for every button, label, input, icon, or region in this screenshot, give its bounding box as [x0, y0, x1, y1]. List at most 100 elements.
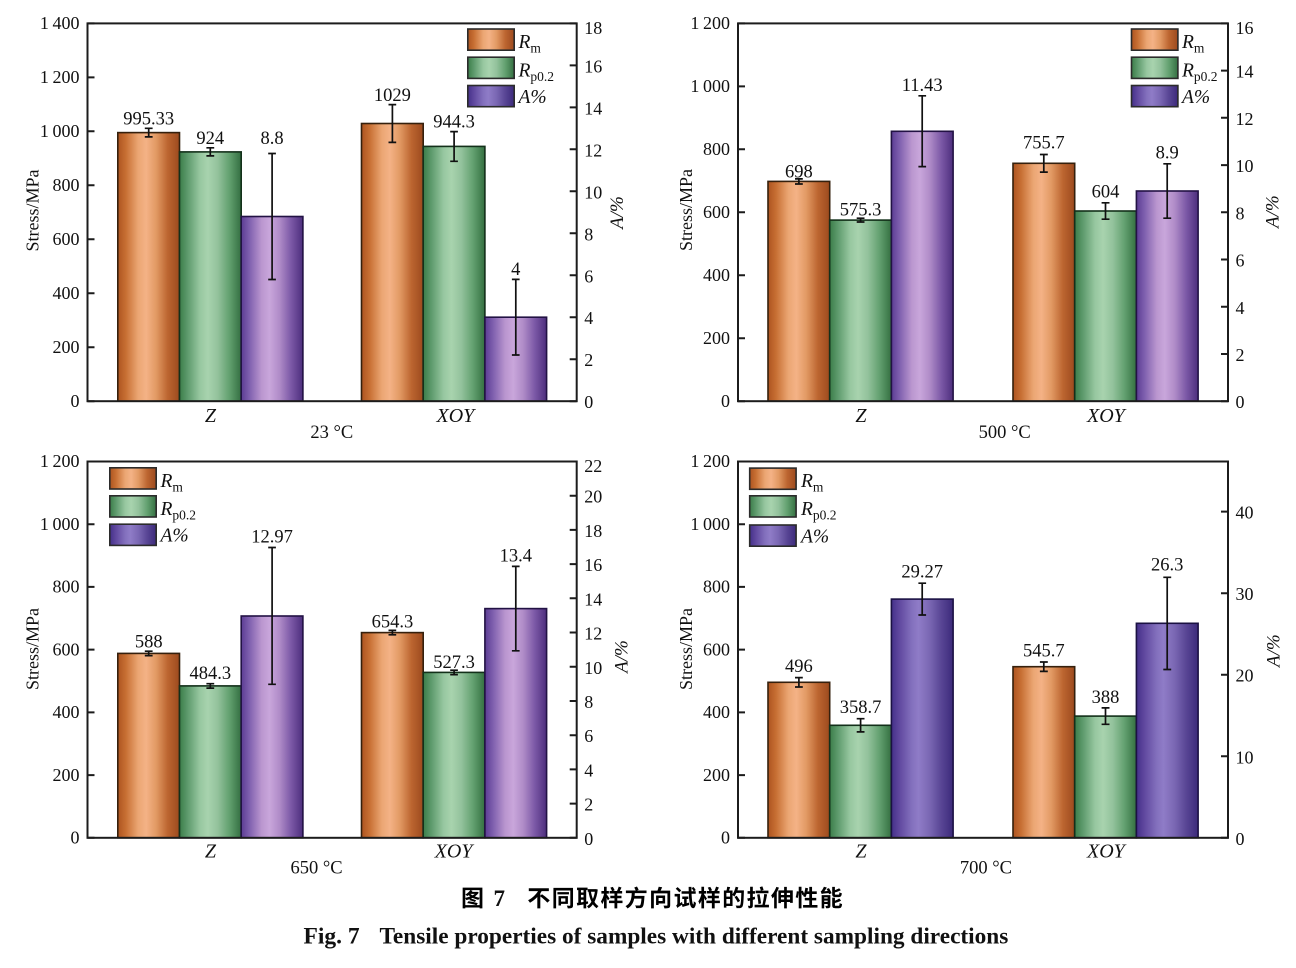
svg-text:10: 10: [584, 658, 602, 678]
svg-text:XOY: XOY: [1086, 405, 1127, 427]
svg-text:12.97: 12.97: [251, 528, 293, 548]
svg-text:40: 40: [1236, 503, 1254, 523]
svg-text:600: 600: [703, 639, 730, 659]
svg-text:A/%: A/%: [607, 196, 628, 231]
svg-text:0: 0: [71, 828, 80, 848]
svg-text:0: 0: [71, 391, 80, 411]
svg-text:604: 604: [1092, 182, 1120, 202]
svg-text:600: 600: [703, 202, 730, 222]
svg-text:200: 200: [703, 328, 730, 348]
svg-text:20: 20: [584, 487, 602, 507]
svg-text:12: 12: [584, 140, 602, 160]
svg-text:8: 8: [1236, 203, 1245, 223]
svg-text:A/%: A/%: [611, 640, 632, 675]
svg-text:1 200: 1 200: [690, 13, 730, 33]
svg-text:18: 18: [584, 521, 602, 541]
svg-text:16: 16: [584, 56, 602, 76]
svg-text:924: 924: [196, 129, 224, 149]
svg-text:12: 12: [1236, 109, 1254, 129]
svg-text:Z: Z: [205, 405, 217, 427]
svg-text:1 000: 1 000: [690, 76, 730, 96]
svg-text:800: 800: [53, 175, 80, 195]
svg-text:2: 2: [1236, 345, 1245, 365]
svg-text:588: 588: [135, 632, 163, 652]
svg-text:XOY: XOY: [434, 841, 475, 863]
svg-text:14: 14: [584, 589, 602, 609]
svg-text:0: 0: [1236, 829, 1245, 849]
svg-text:1 000: 1 000: [690, 514, 730, 534]
svg-text:6: 6: [584, 726, 593, 746]
svg-text:4: 4: [511, 260, 520, 280]
svg-text:7: 7: [494, 886, 506, 911]
svg-text:Z: Z: [205, 841, 217, 863]
svg-text:400: 400: [703, 265, 730, 285]
svg-text:2: 2: [584, 350, 593, 370]
svg-text:1 000: 1 000: [40, 121, 80, 141]
svg-text:484.3: 484.3: [189, 664, 231, 684]
svg-text:496: 496: [785, 657, 813, 677]
svg-text:4: 4: [1236, 298, 1245, 318]
svg-text:944.3: 944.3: [433, 113, 475, 133]
svg-text:1 200: 1 200: [690, 451, 730, 471]
svg-text:1 200: 1 200: [40, 67, 80, 87]
svg-text:Stress/MPa: Stress/MPa: [22, 608, 42, 690]
svg-text:8.8: 8.8: [261, 129, 284, 149]
svg-text:Tensile properties of samples: Tensile properties of samples with diffe…: [380, 923, 1009, 949]
svg-text:8.9: 8.9: [1156, 143, 1179, 163]
svg-text:200: 200: [53, 765, 80, 785]
svg-text:500 °C: 500 °C: [979, 423, 1031, 443]
svg-text:8: 8: [584, 224, 593, 244]
svg-text:26.3: 26.3: [1151, 556, 1183, 576]
svg-text:527.3: 527.3: [433, 653, 475, 673]
svg-text:18: 18: [584, 18, 602, 38]
svg-text:0: 0: [584, 829, 593, 849]
svg-text:Fig. 7: Fig. 7: [304, 923, 360, 949]
svg-text:2: 2: [584, 795, 593, 815]
svg-text:10: 10: [584, 182, 602, 202]
svg-text:0: 0: [721, 391, 730, 411]
svg-text:14: 14: [584, 98, 602, 118]
svg-text:1029: 1029: [374, 86, 411, 106]
svg-text:700 °C: 700 °C: [960, 859, 1012, 879]
svg-text:14: 14: [1236, 62, 1254, 82]
svg-text:20: 20: [1236, 666, 1254, 686]
svg-text:4: 4: [584, 308, 593, 328]
svg-text:10: 10: [1236, 747, 1254, 767]
svg-text:A%: A%: [517, 87, 547, 108]
svg-text:8: 8: [584, 692, 593, 712]
svg-text:A%: A%: [799, 526, 829, 547]
svg-text:XOY: XOY: [1086, 841, 1127, 863]
svg-text:800: 800: [53, 577, 80, 597]
svg-text:0: 0: [1236, 392, 1245, 412]
svg-text:358.7: 358.7: [840, 698, 882, 718]
svg-text:0: 0: [584, 392, 593, 412]
svg-text:600: 600: [53, 639, 80, 659]
svg-text:654.3: 654.3: [372, 613, 414, 633]
svg-text:1 000: 1 000: [40, 514, 80, 534]
svg-text:11.43: 11.43: [902, 76, 943, 96]
svg-text:6: 6: [1236, 251, 1245, 271]
svg-text:995.33: 995.33: [123, 109, 174, 129]
svg-text:545.7: 545.7: [1023, 642, 1065, 662]
svg-text:12: 12: [584, 624, 602, 644]
svg-text:698: 698: [785, 162, 813, 182]
svg-text:4: 4: [584, 760, 593, 780]
svg-text:10: 10: [1236, 156, 1254, 176]
svg-text:Stress/MPa: Stress/MPa: [22, 169, 42, 251]
svg-text:200: 200: [53, 337, 80, 357]
svg-text:Z: Z: [855, 841, 867, 863]
svg-text:800: 800: [703, 577, 730, 597]
svg-text:13.4: 13.4: [500, 547, 532, 567]
svg-text:22: 22: [584, 456, 602, 476]
svg-text:200: 200: [703, 765, 730, 785]
svg-text:XOY: XOY: [436, 405, 477, 427]
svg-text:400: 400: [53, 283, 80, 303]
svg-text:Stress/MPa: Stress/MPa: [676, 608, 696, 690]
svg-text:388: 388: [1092, 688, 1120, 708]
svg-text:30: 30: [1236, 584, 1254, 604]
svg-text:575.3: 575.3: [840, 201, 882, 221]
svg-text:29.27: 29.27: [901, 562, 943, 582]
svg-text:A%: A%: [159, 526, 189, 547]
svg-text:1 400: 1 400: [40, 13, 80, 33]
svg-text:400: 400: [53, 702, 80, 722]
